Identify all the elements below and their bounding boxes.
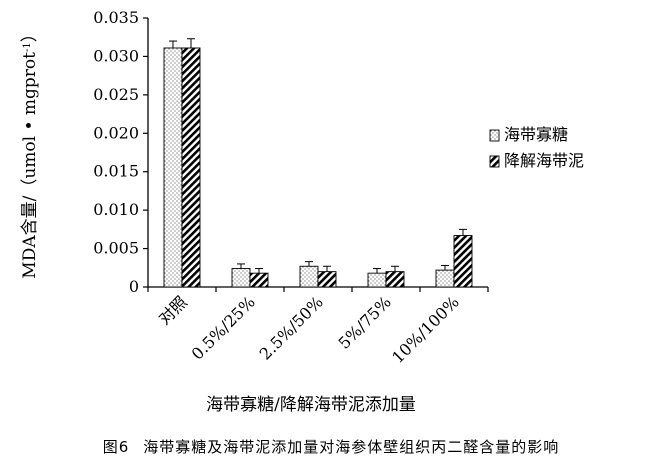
y-tick-label: 0.020 [93,123,139,142]
plot-area: 0 0.005 0.010 0.015 0.020 0.025 0.030 0.035 对照0.… [93,8,489,367]
y-tick-label: 0.025 [93,85,139,104]
y-tick-label: 0.005 [93,239,139,258]
y-axis-label-main: MDA含量/（umol • mgprot [20,52,40,279]
y-tick-label: 0.015 [93,162,139,181]
bar [181,47,201,288]
legend-label: 降解海带泥 [504,151,584,170]
bar [249,272,269,288]
y-axis-label: MDA含量/（umol • mgprot-1） [20,25,40,278]
figure-caption-text: 海带寡糖及海带泥添加量对海参体壁组织丙二醛含量的影响 [143,438,560,456]
y-axis-label-close: ） [20,25,40,42]
x-axis-label: 海带寡糖/降解海带泥添加量 [206,395,416,415]
legend-label: 海带寡糖 [504,125,568,144]
y-tick-label: 0.010 [93,200,139,219]
y-axis-label-sup: -1 [22,42,33,52]
x-tick-label: 对照 [155,292,191,328]
x-tick-label: 0.5%/25% [188,292,259,363]
legend-swatch [489,155,500,168]
bar [163,47,183,288]
y-tick-label: 0.035 [93,8,139,27]
x-tick-label: 5%/75% [334,292,394,352]
mda-bar-chart: 0 0.005 0.010 0.015 0.020 0.025 0.030 0.035 对照0.… [20,8,584,415]
figure-number: 图6 [102,438,130,456]
bar [435,269,455,288]
bar [317,271,337,288]
figure-caption: 图6 海带寡糖及海带泥添加量对海参体壁组织丙二醛含量的影响 [0,436,662,457]
bar [231,268,251,288]
x-tick-label: 10%/100% [388,292,463,367]
bar [385,271,405,288]
bar [453,235,473,288]
x-tick-label: 2.5%/50% [256,292,327,363]
y-tick-label: 0.030 [93,46,139,65]
y-tick-label: 0 [129,277,139,296]
bar [367,272,387,288]
legend-swatch [489,129,500,142]
bar [299,265,319,288]
